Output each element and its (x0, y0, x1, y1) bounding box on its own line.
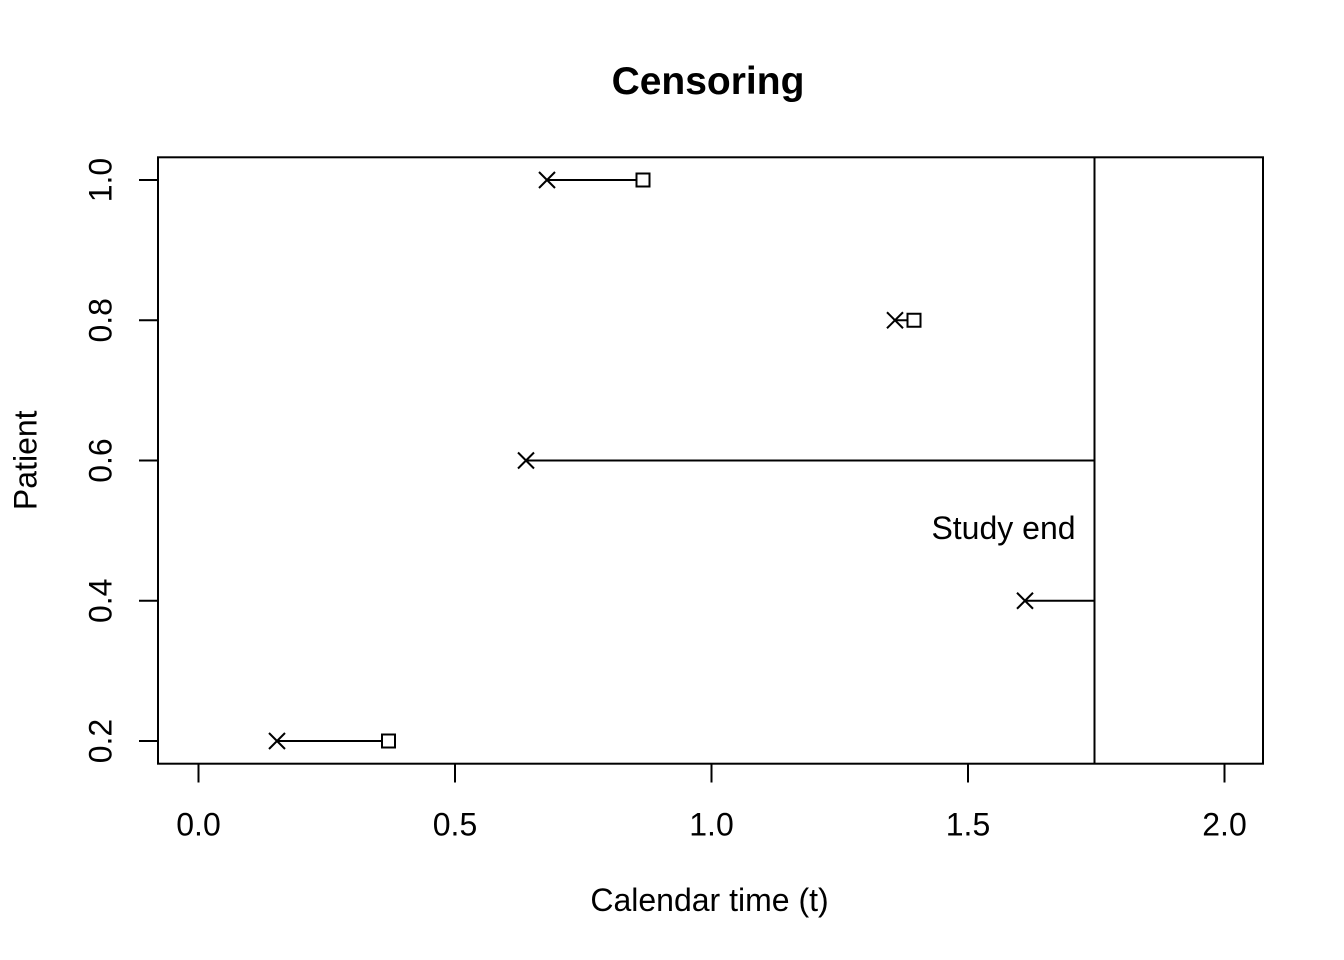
svg-text:0.8: 0.8 (83, 298, 119, 342)
svg-text:1.5: 1.5 (946, 807, 990, 843)
svg-text:Study end: Study end (931, 510, 1075, 546)
svg-text:0.2: 0.2 (83, 719, 119, 763)
svg-text:0.4: 0.4 (83, 579, 119, 623)
svg-text:0.0: 0.0 (176, 807, 220, 843)
svg-text:0.5: 0.5 (433, 807, 477, 843)
svg-text:0.6: 0.6 (83, 438, 119, 482)
svg-text:Censoring: Censoring (612, 60, 805, 103)
svg-text:Patient: Patient (8, 410, 44, 510)
svg-text:1.0: 1.0 (83, 158, 119, 202)
svg-text:2.0: 2.0 (1202, 807, 1246, 843)
svg-text:1.0: 1.0 (689, 807, 733, 843)
svg-text:Calendar time (t): Calendar time (t) (590, 882, 828, 918)
